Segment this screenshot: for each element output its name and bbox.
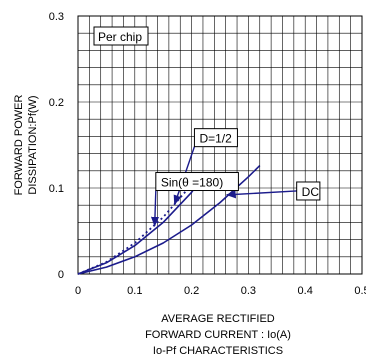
annotations: DC D=1/2 Sin(θ =180) bbox=[150, 128, 321, 227]
annotation-arrow-sin-180 bbox=[150, 190, 159, 227]
annotation-label-d-1-2: D=1/2 bbox=[199, 132, 232, 146]
per-chip-label: Per chip bbox=[98, 30, 142, 44]
x-tick-label: 0.1 bbox=[127, 285, 142, 297]
per-chip-note: Per chip bbox=[93, 26, 149, 46]
x-tick-label: 0.3 bbox=[241, 285, 256, 297]
axis-labels: FORWARD POWER DISSIPATION:Pf(W) AVERAGE … bbox=[13, 95, 291, 357]
tick-labels: 0 0.1 0.2 0.3 0.4 0.5 0 0.1 0.2 0.3 bbox=[49, 11, 366, 297]
annotation-box-sin-180 bbox=[155, 172, 239, 192]
x-tick-label: 0.5 bbox=[354, 285, 366, 297]
annotation-arrow-dc bbox=[225, 190, 297, 199]
y-tick-label: 0.1 bbox=[49, 183, 64, 195]
x-axis-label-line-2: FORWARD CURRENT : Io(A) bbox=[145, 329, 291, 341]
y-tick-label: 0.3 bbox=[49, 11, 64, 23]
series-line-sin-180 bbox=[77, 184, 193, 275]
annotation-label-sin-180: Sin(θ =180) bbox=[161, 176, 223, 190]
plot-frame bbox=[77, 15, 363, 275]
series-line-dc bbox=[77, 165, 261, 275]
y-axis-label-line-1: FORWARD POWER bbox=[13, 95, 25, 196]
annotation-box-dc bbox=[296, 181, 321, 201]
annotation-box-d-1-2 bbox=[193, 128, 238, 148]
annotation-label-dc: DC bbox=[302, 185, 320, 199]
x-tick-label: 0 bbox=[75, 285, 81, 297]
x-tick-label: 0.4 bbox=[298, 285, 313, 297]
y-tick-label: 0 bbox=[58, 269, 64, 281]
x-tick-label: 0.2 bbox=[184, 285, 199, 297]
chart-title: Io-Pf CHARACTERISTICS bbox=[153, 345, 283, 357]
x-axis-label-line-1: AVERAGE RECTIFIED bbox=[161, 313, 275, 325]
y-axis-label-line-2: DISSIPATION:Pf(W) bbox=[27, 95, 39, 194]
y-tick-label: 0.2 bbox=[49, 97, 64, 109]
